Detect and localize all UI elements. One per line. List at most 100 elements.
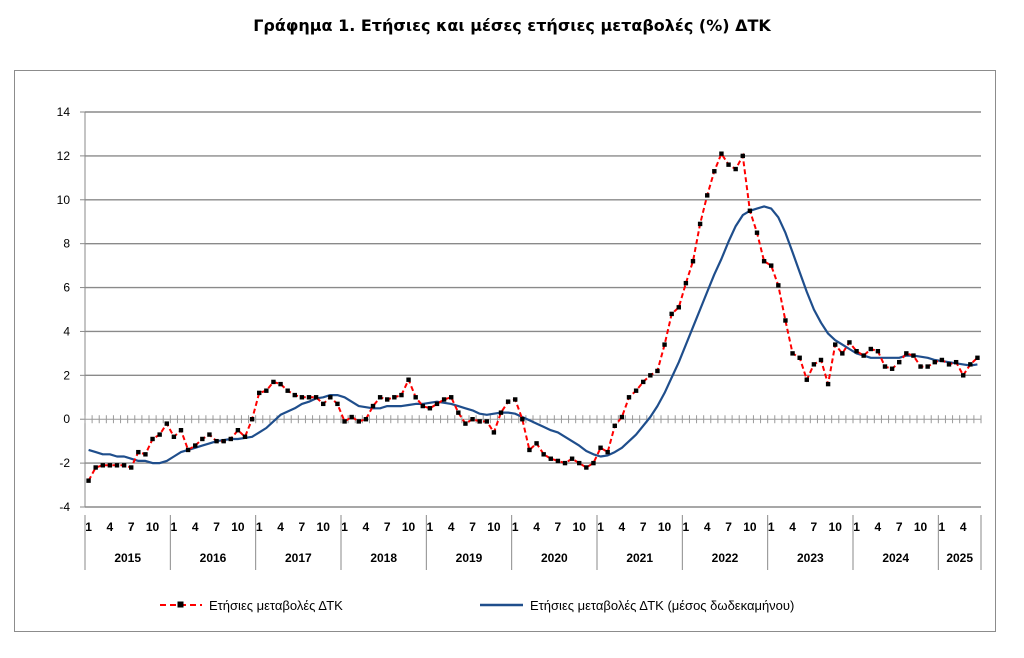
series-layer <box>86 151 980 483</box>
x-month-label: 1 <box>85 520 92 534</box>
series-annual-point <box>961 373 966 378</box>
series-annual-point <box>420 403 425 409</box>
series-annual-point <box>377 395 383 400</box>
y-tick-label: 4 <box>63 324 70 338</box>
x-month-label: 4 <box>107 520 114 534</box>
series-annual-point <box>306 395 312 400</box>
chart-frame <box>14 70 996 632</box>
series-annual-point <box>868 346 873 352</box>
series-annual-point <box>413 395 418 400</box>
series-annual-point <box>257 390 262 396</box>
x-month-label: 4 <box>192 520 199 534</box>
series-annual-point <box>946 362 952 367</box>
x-month-label: 10 <box>317 520 331 534</box>
series-annual-point <box>335 401 340 407</box>
series-annual-point <box>228 436 233 442</box>
series-annual-point <box>804 377 809 382</box>
x-month-label: 7 <box>811 520 818 534</box>
y-tick-label: 14 <box>57 105 71 119</box>
series-annual-point <box>484 419 489 424</box>
x-month-label: 7 <box>128 520 135 534</box>
series-annual-point <box>534 441 539 446</box>
series-annual-point <box>207 432 212 437</box>
series-annual-point <box>719 151 724 156</box>
series-annual-point <box>449 395 454 400</box>
x-month-label: 1 <box>427 520 434 534</box>
series-annual-point <box>939 357 945 363</box>
series-average-line <box>88 205 978 465</box>
chart-title: Γράφημα 1. Ετήσιες και μέσες ετήσιες μετ… <box>253 16 771 35</box>
series-annual-point <box>889 366 895 371</box>
x-month-label: 7 <box>896 520 903 534</box>
x-month-label: 1 <box>853 520 860 534</box>
x-year-label: 2022 <box>712 551 739 565</box>
x-year-label: 2016 <box>200 551 227 565</box>
series-annual-point <box>349 414 354 420</box>
y-tick-label: 0 <box>63 412 70 426</box>
series-annual-point <box>520 417 525 422</box>
x-month-label: 1 <box>939 520 946 534</box>
series-annual-point <box>321 401 326 407</box>
x-month-label: 1 <box>341 520 348 534</box>
series-annual-point <box>562 460 568 466</box>
series-annual-point <box>249 417 255 422</box>
y-tick-label: 8 <box>63 237 70 251</box>
series-annual-point <box>925 364 930 369</box>
series-annual-point <box>392 395 397 400</box>
series-annual-point <box>121 463 127 468</box>
series-annual-point <box>619 414 625 420</box>
legend-annual-label: Ετήσιες μεταβολές ΔΤΚ <box>209 598 343 613</box>
x-month-label: 1 <box>171 520 178 534</box>
legend-average-label: Ετήσιες μεταβολές ΔΤΚ (μέσος δωδεκαμήνου… <box>530 598 794 613</box>
x-month-label: 4 <box>533 520 540 534</box>
legend: Ετήσιες μεταβολές ΔΤΚ Ετήσιες μεταβολές … <box>160 598 794 613</box>
series-annual-point <box>783 318 788 323</box>
series-annual-point <box>697 221 703 227</box>
series-annual-point <box>555 458 561 464</box>
series-annual-point <box>833 342 838 347</box>
series-annual-point <box>747 208 753 213</box>
series-annual-point <box>655 368 660 374</box>
series-annual-point <box>164 421 169 426</box>
series-annual-point <box>612 423 617 429</box>
series-annual-point <box>363 417 369 422</box>
x-year-label: 2015 <box>114 551 141 565</box>
series-annual-point <box>264 388 269 393</box>
series-annual-point <box>641 379 646 385</box>
series-annual-point <box>299 395 305 400</box>
x-month-label: 1 <box>597 520 604 534</box>
series-annual-point <box>776 283 781 288</box>
series-annual-point <box>648 373 653 378</box>
series-annual-point <box>399 392 404 398</box>
series-annual-point <box>854 348 859 354</box>
series-annual-point <box>847 340 852 345</box>
series-annual-point <box>897 359 902 365</box>
x-month-label: 10 <box>658 520 672 534</box>
series-annual-point <box>491 430 497 435</box>
series-annual-point <box>470 417 475 422</box>
series-annual-point <box>797 355 802 360</box>
series-annual-point <box>157 432 162 437</box>
x-month-label: 4 <box>363 520 370 534</box>
x-month-label: 4 <box>875 520 882 534</box>
series-annual-point <box>733 166 738 172</box>
series-annual-point <box>477 419 482 424</box>
x-year-label: 2021 <box>626 551 653 565</box>
series-annual-point <box>918 364 923 369</box>
series-annual-point <box>242 434 248 439</box>
x-month-label: 4 <box>704 520 711 534</box>
y-tick-label: 6 <box>63 281 70 295</box>
series-annual-point <box>769 263 774 268</box>
x-month-label: 4 <box>448 520 455 534</box>
x-year-label: 2018 <box>370 551 397 565</box>
series-annual-point <box>740 153 745 159</box>
x-month-label: 1 <box>683 520 690 534</box>
series-annual-point <box>818 357 824 363</box>
series-annual-point <box>505 399 511 404</box>
series-annual-point <box>370 403 376 409</box>
y-axis: -4 -2 0 2 4 6 8 10 12 14 <box>57 105 86 514</box>
x-month-label: 1 <box>768 520 775 534</box>
x-month-label: 7 <box>725 520 732 534</box>
y-tick-label: -4 <box>59 500 70 514</box>
x-year-label: 2020 <box>541 551 568 565</box>
